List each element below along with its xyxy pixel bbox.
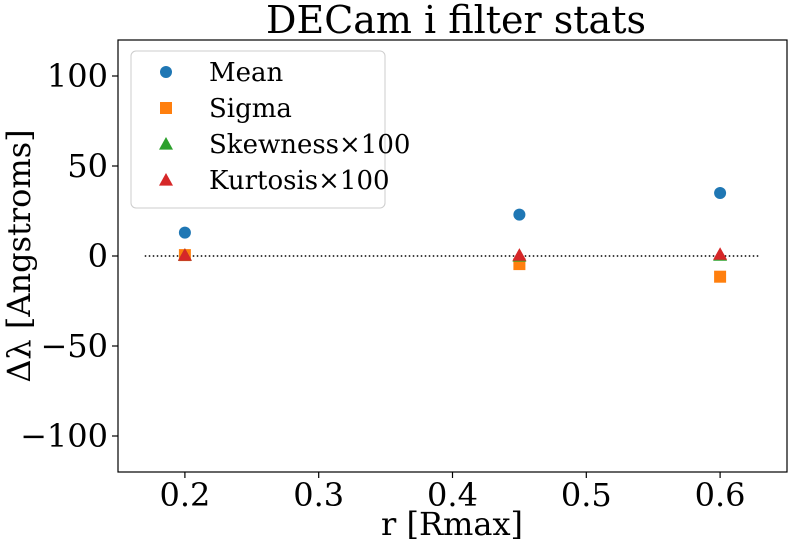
series-kurtosis-100 [177,247,728,261]
legend-marker [159,173,173,186]
chart-title: DECam i filter stats [266,0,646,42]
legend-label: Skewness×100 [209,130,410,160]
data-point [714,187,727,199]
legend-label: Mean [209,58,284,88]
legend: Mean Sigma Skewness×100 Kurtosis×100 [130,50,410,209]
x-tick-label: 0.3 [293,476,344,514]
legend-marker [160,66,172,78]
legend-label: Sigma [209,94,292,124]
legend-label: Kurtosis×100 [209,166,390,196]
data-point [178,226,191,239]
legend-item: Skewness×100 [159,130,410,160]
data-layer [144,187,761,283]
y-axis-label: Δλ [Angstroms] [0,129,38,382]
y-tick-label: 50 [67,147,108,185]
y-tick-label: −100 [20,417,108,455]
y-tick-label: −50 [40,327,108,365]
x-tick-label: 0.2 [159,476,210,514]
x-tick-label: 0.6 [695,476,746,514]
legend-item: Kurtosis×100 [159,166,390,196]
legend-item: Mean [160,58,284,88]
data-point [513,208,526,221]
plot-frame [117,39,788,473]
y-tick-label: 100 [47,57,108,95]
y-tick-label: 0 [88,237,108,275]
series-mean [178,187,727,239]
x-tick-label: 0.5 [561,476,612,514]
data-point [177,248,192,261]
data-point [714,270,727,283]
legend-box [130,50,386,209]
legend-item: Sigma [160,94,292,124]
legend-marker [159,137,173,150]
x-axis-label: r [Rmax] [381,505,523,543]
data-point [713,247,728,260]
x-tick-label: 0.4 [427,476,478,514]
legend-marker [160,102,172,114]
tick-layer: 0.2 0.3 0.4 0.5 0.6 −100 −50 0 50 100 [20,57,745,514]
data-point [512,248,527,261]
